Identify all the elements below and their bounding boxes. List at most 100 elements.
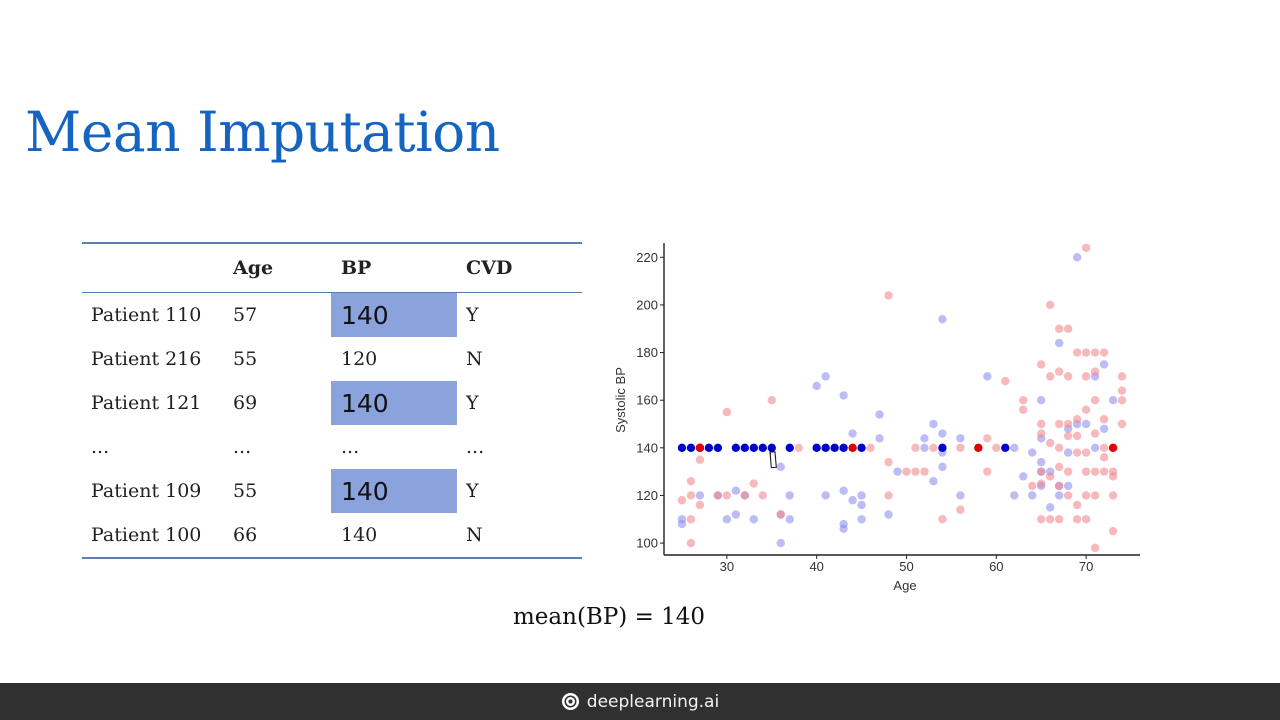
x-tick-label: 30	[720, 559, 734, 574]
scatter-point-imputed-cvd-n	[830, 443, 839, 453]
scatter-point-observed-cvd-n	[956, 491, 965, 500]
scatter-point-observed-cvd-y	[1063, 431, 1073, 441]
header-cvd: CVD	[466, 256, 513, 279]
scatter-point-observed-cvd-y	[1045, 438, 1055, 448]
table-row: Patient 121 69 140 Y	[82, 381, 582, 425]
scatter-point-observed-cvd-n	[812, 381, 821, 391]
age-cell: 55	[233, 480, 258, 502]
scatter-point-observed-cvd-y	[1090, 491, 1100, 500]
scatter-point-observed-cvd-y	[686, 476, 696, 486]
scatter-point-observed-cvd-y	[1019, 405, 1028, 414]
scatter-point-observed-cvd-n	[1019, 472, 1028, 481]
cvd-cell: Y	[466, 392, 479, 414]
scatter-point-observed-cvd-n	[938, 429, 947, 438]
deeplearning-logo-icon	[561, 692, 579, 711]
scatter-point-observed-cvd-n	[695, 491, 705, 500]
bp-cell-imputed: 140	[331, 293, 457, 337]
scatter-point-observed-cvd-y	[1081, 243, 1091, 252]
scatter-point-observed-cvd-y	[677, 496, 687, 505]
table-row: Patient 216 55 120 N	[82, 337, 582, 381]
scatter-point-observed-cvd-y	[1028, 481, 1037, 491]
scatter-point-imputed-cvd-n	[713, 443, 723, 453]
scatter-point-observed-cvd-n	[857, 500, 866, 510]
scatter-point-observed-cvd-y	[1001, 376, 1010, 386]
scatter-point-observed-cvd-y	[1063, 372, 1073, 381]
scatter-point-observed-cvd-n	[929, 419, 938, 429]
scatter-point-observed-cvd-y	[1090, 367, 1100, 376]
x-tick-label: 50	[899, 559, 913, 574]
scatter-point-observed-cvd-y	[1108, 472, 1118, 481]
scatter-point-observed-cvd-y	[1090, 543, 1100, 553]
scatter-point-observed-cvd-n	[848, 429, 857, 438]
scatter-point-observed-cvd-y	[686, 515, 696, 524]
scatter-point-imputed-cvd-n	[938, 443, 947, 453]
scatter-point-observed-cvd-y	[1081, 515, 1091, 524]
y-tick-label: 140	[636, 440, 658, 455]
scatter-point-observed-cvd-y	[1099, 443, 1109, 453]
scatter-point-imputed-cvd-n	[857, 443, 866, 453]
scatter-point-observed-cvd-y	[1099, 467, 1109, 476]
scatter-point-observed-cvd-y	[1099, 415, 1109, 424]
scatter-point-observed-cvd-y	[1054, 324, 1064, 333]
scatter-point-observed-cvd-n	[1045, 503, 1055, 512]
scatter-point-observed-cvd-n	[920, 443, 929, 453]
scatter-point-observed-cvd-y	[1037, 360, 1046, 369]
scatter-point-observed-cvd-y	[1117, 419, 1127, 429]
cvd-cell: N	[466, 348, 483, 370]
bp-cell: ...	[341, 436, 360, 458]
scatter-point-observed-cvd-y	[992, 443, 1001, 453]
scatter-point-observed-cvd-y	[983, 467, 992, 476]
scatter-point-observed-cvd-y	[1045, 515, 1055, 524]
scatter-point-observed-cvd-y	[866, 443, 875, 453]
scatter-point-observed-cvd-y	[1117, 395, 1127, 405]
scatter-point-observed-cvd-y	[884, 491, 893, 500]
scatter-point-observed-cvd-y	[1099, 453, 1109, 462]
patient-table: Age BP CVD Patient 110 57 140 Y Patient …	[82, 242, 582, 559]
y-tick-label: 100	[636, 536, 658, 551]
scatter-point-observed-cvd-n	[1028, 491, 1037, 500]
scatter-point-imputed-cvd-n	[677, 443, 687, 453]
scatter-point-observed-cvd-y	[911, 467, 920, 476]
scatter-point-observed-cvd-y	[884, 457, 893, 467]
scatter-point-observed-cvd-y	[1063, 419, 1073, 429]
scatter-point-observed-cvd-y	[776, 510, 785, 519]
scatter-point-observed-cvd-y	[1037, 419, 1046, 429]
scatter-point-observed-cvd-n	[1081, 419, 1091, 429]
scatter-point-observed-cvd-n	[893, 467, 902, 476]
scatter-point-imputed-cvd-y	[1108, 443, 1118, 453]
scatter-point-observed-cvd-n	[1063, 481, 1073, 491]
patient-cell: Patient 110	[91, 304, 202, 326]
scatter-point-observed-cvd-n	[1054, 491, 1064, 500]
scatter-point-observed-cvd-n	[875, 410, 884, 419]
header-bp: BP	[341, 256, 372, 279]
scatter-point-observed-cvd-y	[695, 455, 705, 464]
mean-formula: mean(BP) = 140	[513, 604, 706, 630]
cvd-cell: ...	[466, 436, 485, 458]
patient-cell: Patient 121	[91, 392, 202, 414]
scatter-point-observed-cvd-y	[1072, 431, 1082, 441]
scatter-point-observed-cvd-y	[1054, 515, 1064, 524]
y-tick-label: 160	[636, 393, 658, 408]
y-axis-label: Systolic BP	[613, 367, 628, 433]
scatter-point-observed-cvd-y	[758, 491, 767, 500]
scatter-point-observed-cvd-n	[776, 462, 785, 472]
scatter-point-observed-cvd-n	[785, 491, 794, 500]
table-row-ellipsis: ... ... ... ...	[82, 425, 582, 469]
scatter-point-observed-cvd-n	[1010, 491, 1019, 500]
scatter-point-observed-cvd-n	[920, 434, 929, 443]
scatter-point-observed-cvd-n	[821, 372, 830, 381]
bp-cell-imputed: 140	[331, 381, 457, 425]
scatter-point-observed-cvd-n	[929, 476, 938, 486]
ticks-layer: 30 40 50 60 70 100 120 140 160 180 200 220	[636, 250, 1093, 574]
bp-cell: 140	[341, 524, 378, 546]
scatter-point-observed-cvd-y	[1054, 367, 1064, 376]
scatter-point-observed-cvd-y	[1108, 491, 1118, 500]
scatter-point-observed-cvd-y	[695, 500, 705, 510]
table-row: Patient 110 57 140 Y	[82, 293, 582, 337]
patient-cell: Patient 109	[91, 480, 202, 502]
scatter-point-observed-cvd-y	[920, 467, 929, 476]
scatter-point-observed-cvd-y	[1081, 348, 1091, 357]
table-row: Patient 109 55 140 Y	[82, 469, 582, 513]
scatter-point-observed-cvd-y	[911, 443, 920, 453]
scatter-point-observed-cvd-n	[857, 515, 866, 524]
